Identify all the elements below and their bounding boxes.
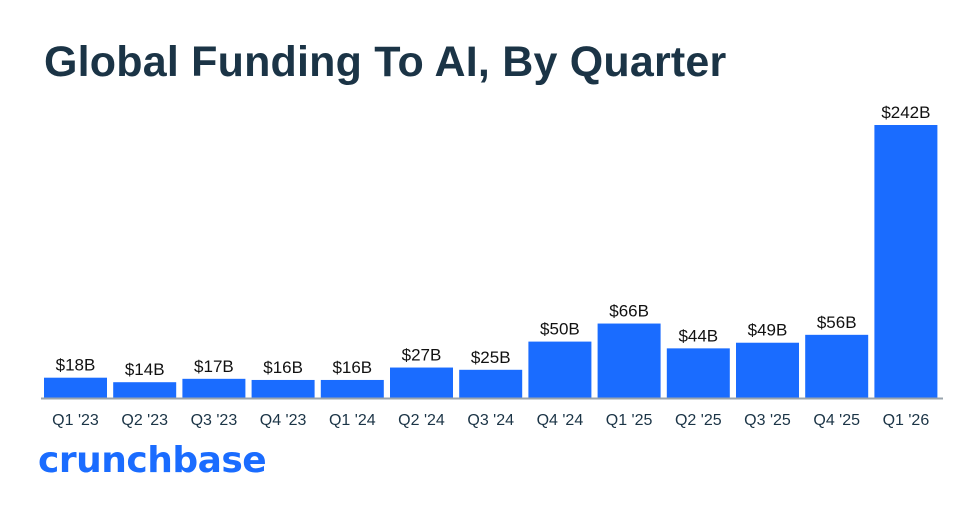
bar bbox=[874, 125, 938, 398]
x-tick-label: Q4 '24 bbox=[537, 412, 584, 429]
data-label: $49B bbox=[748, 321, 788, 340]
x-tick-label: Q4 '23 bbox=[260, 412, 307, 429]
data-label: $242B bbox=[881, 103, 930, 122]
x-tick-label: Q1 '23 bbox=[52, 412, 99, 429]
data-label: $18B bbox=[56, 356, 96, 375]
x-tick-label: Q4 '25 bbox=[813, 412, 860, 429]
bar bbox=[113, 382, 177, 398]
bar bbox=[597, 323, 661, 398]
bar bbox=[182, 378, 246, 398]
data-label: $50B bbox=[540, 320, 580, 339]
x-tick-label: Q1 '24 bbox=[329, 412, 376, 429]
bar bbox=[320, 379, 384, 398]
x-tick-label: Q3 '23 bbox=[191, 412, 238, 429]
x-tick-label: Q2 '25 bbox=[675, 412, 722, 429]
x-tick-label: Q3 '25 bbox=[744, 412, 791, 429]
data-label: $66B bbox=[609, 302, 649, 321]
data-label: $27B bbox=[402, 346, 442, 365]
data-label: $44B bbox=[678, 326, 718, 345]
x-tick-label: Q1 '26 bbox=[883, 412, 930, 429]
data-label: $14B bbox=[125, 360, 165, 379]
data-label: $17B bbox=[194, 357, 234, 376]
bar bbox=[805, 334, 869, 398]
bar bbox=[251, 379, 315, 398]
bar bbox=[44, 377, 107, 398]
bar bbox=[666, 348, 730, 398]
x-tick-label: Q2 '23 bbox=[121, 412, 168, 429]
bar bbox=[736, 342, 799, 398]
data-label: $25B bbox=[471, 348, 511, 367]
x-tick-label: Q1 '25 bbox=[606, 412, 653, 429]
x-tick-label: Q2 '24 bbox=[398, 412, 445, 429]
data-label: $56B bbox=[817, 313, 857, 332]
crunchbase-logo: crunchbase bbox=[38, 440, 267, 481]
bar bbox=[459, 369, 523, 398]
bar bbox=[390, 367, 453, 398]
data-label: $16B bbox=[263, 358, 303, 377]
x-tick-label: Q3 '24 bbox=[467, 412, 514, 429]
chart-title: Global Funding To AI, By Quarter bbox=[44, 38, 727, 86]
data-label: $16B bbox=[332, 358, 372, 377]
bar bbox=[528, 341, 592, 398]
